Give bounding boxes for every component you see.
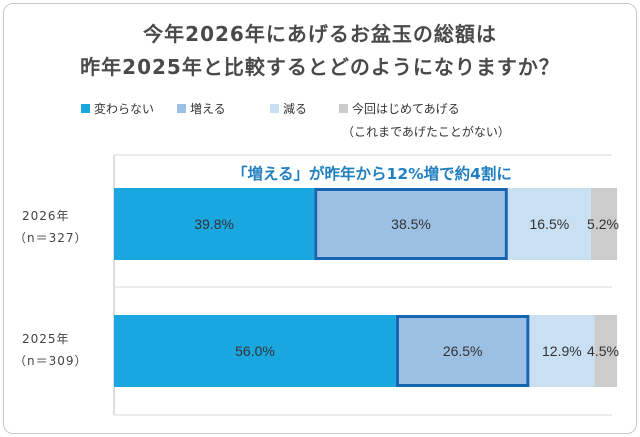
bar-segment-2025-unchanged xyxy=(114,315,396,387)
legend-swatch-decrease xyxy=(270,104,279,113)
bar-segment-2026-first-time xyxy=(590,188,617,260)
legend-label-increase: 増える xyxy=(190,102,226,116)
data-label-2025-first-time: 4.5% xyxy=(587,343,619,359)
highlight-box-2026 xyxy=(314,188,508,260)
bar-segment-2025-increase xyxy=(395,315,530,387)
legend-label-first-time: 今回はじめてあげる xyxy=(352,102,460,116)
bar-segment-2025-decrease xyxy=(529,315,595,387)
data-label-2026-increase: 38.5% xyxy=(391,216,431,232)
legend-label-unchanged: 変わらない xyxy=(94,102,155,116)
annotation-text: 「増える」が昨年から12%増で約4割に xyxy=(232,165,512,183)
highlight-box-2025 xyxy=(395,315,530,387)
bar-segment-2026-decrease xyxy=(507,188,591,260)
legend-label-decrease: 減る xyxy=(283,102,308,116)
data-label-2026-first-time: 5.2% xyxy=(587,216,619,232)
bar-segment-2026-increase xyxy=(314,188,508,260)
data-label-2026-decrease: 16.5% xyxy=(529,216,569,232)
data-label-2026-unchanged: 39.8% xyxy=(194,216,234,232)
legend-item-first-time: 今回はじめてあげる xyxy=(339,100,460,117)
data-label-2025-decrease: 12.9% xyxy=(542,343,582,359)
row-label-n-2025: （n＝309） xyxy=(14,354,88,368)
data-label-2025-unchanged: 56.0% xyxy=(235,343,275,359)
legend-item-unchanged: 変わらない xyxy=(81,100,154,117)
data-label-2025-increase: 26.5% xyxy=(443,343,483,359)
legend-sublabel-first-time: （これまであげたことがない） xyxy=(342,125,510,139)
chart-title-line1: 今年2026年にあげるお盆玉の総額は xyxy=(143,22,497,46)
row-label-year-2026: 2026年 xyxy=(22,209,70,223)
legend-swatch-increase xyxy=(177,104,186,113)
bar-segment-2026-unchanged xyxy=(114,188,315,260)
chart-title-line2: 昨年2025年と比較するとどのようになりますか？ xyxy=(80,55,560,79)
bar-segment-2025-first-time xyxy=(594,315,617,387)
row-label-n-2026: （n＝327） xyxy=(14,231,88,245)
legend-swatch-first-time xyxy=(339,104,348,113)
legend-item-increase: 増える xyxy=(177,100,226,117)
legend-swatch-unchanged xyxy=(81,104,90,113)
row-label-year-2025: 2025年 xyxy=(22,332,70,346)
legend-item-decrease: 減る xyxy=(270,100,307,117)
